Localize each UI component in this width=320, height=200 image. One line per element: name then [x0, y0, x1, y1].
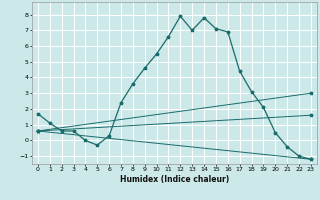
X-axis label: Humidex (Indice chaleur): Humidex (Indice chaleur): [120, 175, 229, 184]
